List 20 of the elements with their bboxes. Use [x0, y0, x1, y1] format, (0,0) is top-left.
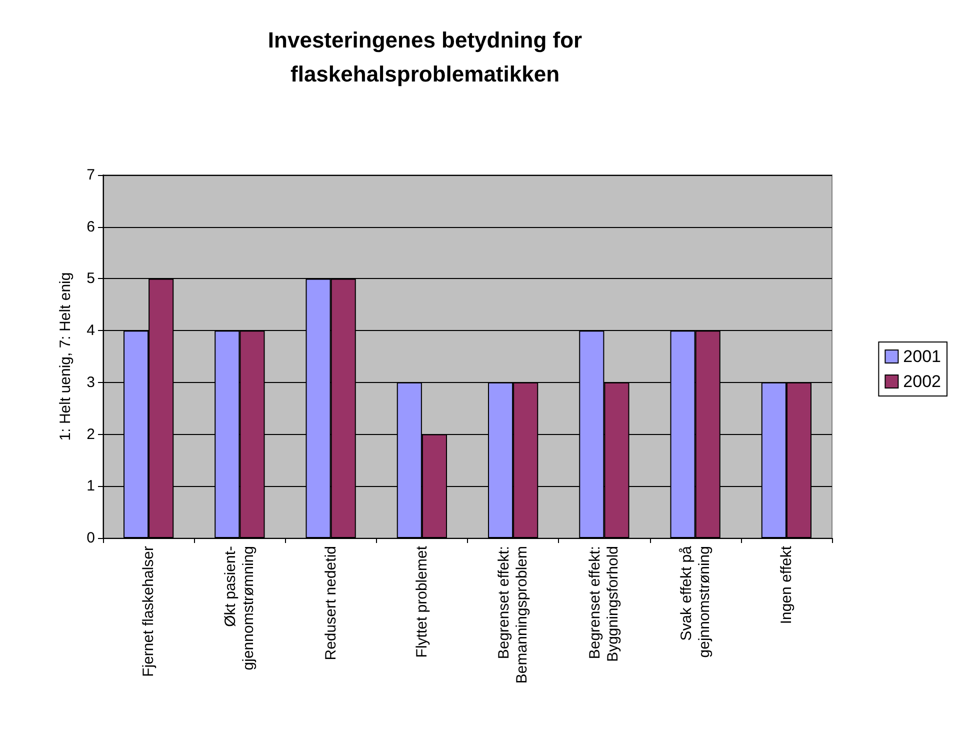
y-tick-label: 7	[86, 166, 95, 184]
y-axis-title: 1: Helt uenig, 7: Helt enig	[57, 272, 74, 441]
y-tick-label: 6	[86, 218, 95, 236]
x-tick-label: Ingen effekt	[778, 545, 795, 624]
legend-label: 2001	[903, 347, 942, 366]
x-tick-label: Redusert nedetid	[322, 546, 340, 660]
y-tick-label: 2	[86, 426, 95, 443]
legend-label: 2002	[903, 372, 942, 391]
chart-title: Investeringenes betydning for flaskehalsproblematikken	[268, 28, 583, 86]
x-tick-label: Økt pasient- gjennomstrømning	[222, 546, 258, 670]
y-tick-label: 4	[86, 322, 95, 340]
y-tick-label: 0	[86, 530, 95, 546]
x-tick-label: Svak effekt på gejnnomstrøning	[678, 545, 713, 658]
x-tick-label: Fjernet flaskehalser	[140, 546, 158, 677]
y-tick-label: 1	[86, 478, 95, 495]
y-tick-label: 5	[86, 270, 95, 288]
y-tick-label: 3	[86, 374, 95, 391]
x-tick-label: Flyttet problemet	[413, 545, 430, 658]
x-tick-label: Begrenset effekt: Bemanningsproblem	[496, 546, 531, 684]
x-tick-label: Begrenset effekt: Byggningsforhold	[586, 546, 622, 662]
